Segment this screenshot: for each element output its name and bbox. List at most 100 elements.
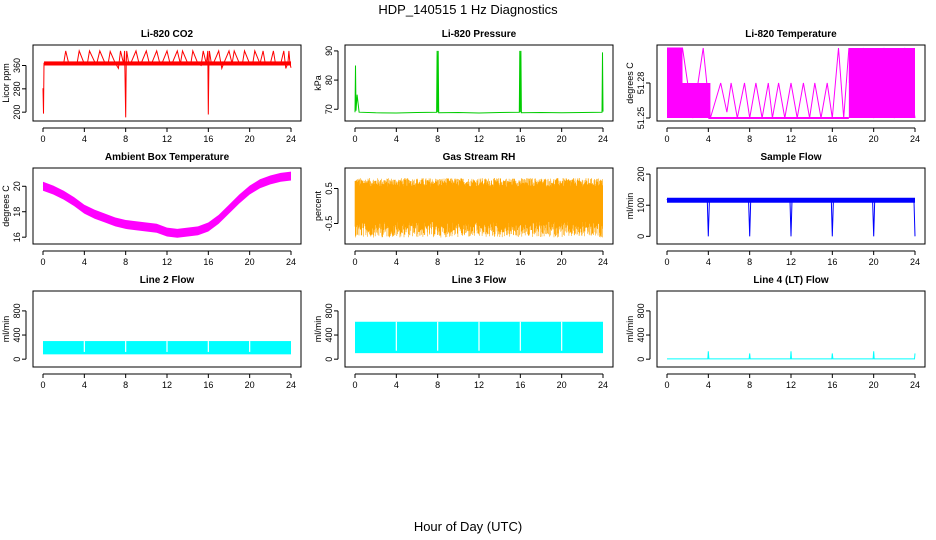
x-tick-label: 12 — [786, 380, 796, 390]
x-tick-label: 8 — [435, 134, 440, 144]
y-tick-label: 70 — [324, 104, 334, 114]
y-tick-label: 360 — [12, 58, 22, 73]
plot-frame — [656, 44, 926, 122]
y-axis-label: ml/min — [1, 316, 11, 343]
x-tick-label: 8 — [435, 380, 440, 390]
x-tick-label: 16 — [827, 380, 837, 390]
y-tick-label: 200 — [636, 167, 646, 182]
series-line — [667, 351, 916, 360]
x-tick-label: 0 — [40, 257, 45, 267]
chart-title: Line 3 Flow — [452, 275, 507, 286]
x-tick-label: 20 — [245, 380, 255, 390]
x-tick-label: 16 — [515, 257, 525, 267]
plot-frame — [32, 167, 302, 245]
plot-frame — [344, 290, 614, 368]
chart-title: Line 2 Flow — [140, 275, 195, 286]
x-tick-label: 4 — [82, 380, 87, 390]
series-noise-spikes — [354, 178, 603, 238]
x-tick-label: 0 — [352, 380, 357, 390]
chart-title: Line 4 (LT) Flow — [753, 275, 829, 286]
y-tick-label: 0 — [636, 357, 646, 362]
x-tick-label: 0 — [664, 380, 669, 390]
x-tick-label: 8 — [123, 134, 128, 144]
x-tick-label: 20 — [557, 257, 567, 267]
x-tick-label: 16 — [515, 134, 525, 144]
x-tick-label: 20 — [557, 134, 567, 144]
y-tick-label: 51.25 — [636, 107, 646, 130]
x-tick-label: 20 — [245, 134, 255, 144]
x-tick-label: 24 — [910, 134, 920, 144]
y-tick-label: -0.5 — [324, 216, 334, 232]
series-dense-region — [667, 48, 683, 118]
x-tick-label: 4 — [82, 257, 87, 267]
chart-panel-3: Li-820 Temperature 0 4 8 12 16 20 24 51.25 51.28d… — [625, 29, 926, 144]
chart-title: Ambient Box Temperature — [105, 152, 230, 163]
series-line — [667, 47, 916, 119]
x-tick-label: 20 — [869, 257, 879, 267]
chart-panel-4: Ambient Box Temperature 0 4 8 12 16 20 24 16 18 20… — [1, 152, 302, 267]
series-band — [44, 61, 292, 66]
y-tick-label: 800 — [12, 303, 22, 318]
x-tick-label: 20 — [869, 380, 879, 390]
y-tick-label: 0 — [636, 234, 646, 239]
figure-title: HDP_140515 1 Hz Diagnostics — [378, 2, 558, 17]
x-tick-label: 24 — [598, 380, 608, 390]
y-axis-label: degrees C — [625, 62, 635, 104]
x-tick-label: 20 — [245, 257, 255, 267]
chart-title: Sample Flow — [760, 152, 821, 163]
plot-frame — [344, 167, 614, 245]
y-tick-label: 80 — [324, 75, 334, 85]
x-tick-label: 12 — [786, 134, 796, 144]
y-axis-label: ml/min — [625, 316, 635, 343]
y-axis-label: ml/min — [625, 193, 635, 220]
x-tick-label: 8 — [747, 134, 752, 144]
x-tick-label: 4 — [394, 134, 399, 144]
figure-xlabel: Hour of Day (UTC) — [414, 519, 522, 534]
x-tick-label: 16 — [203, 134, 213, 144]
chart-panel-2: Li-820 Pressure 0 4 8 12 16 20 24 70 80 90 kPa — [313, 29, 614, 144]
y-tick-label: 200 — [12, 105, 22, 120]
chart-title: Li-820 CO2 — [141, 29, 194, 40]
plot-frame — [32, 290, 302, 368]
y-tick-label: 18 — [12, 207, 22, 217]
y-tick-label: 100 — [636, 198, 646, 213]
y-axis-label: ml/min — [313, 316, 323, 343]
y-tick-label: 400 — [636, 328, 646, 343]
plot-frame — [656, 290, 926, 368]
series-line — [354, 50, 604, 114]
x-tick-label: 4 — [706, 134, 711, 144]
x-tick-label: 8 — [435, 257, 440, 267]
y-tick-label: 800 — [324, 303, 334, 318]
y-axis-label: percent — [313, 190, 323, 221]
series-band — [667, 197, 915, 203]
y-axis-label: Licor ppm — [1, 63, 11, 103]
series-line — [42, 175, 292, 234]
y-tick-label: 90 — [324, 46, 334, 56]
plot-frame — [344, 44, 614, 122]
chart-title: Li-820 Pressure — [442, 29, 517, 40]
x-tick-label: 8 — [123, 380, 128, 390]
x-tick-label: 0 — [664, 257, 669, 267]
x-tick-label: 4 — [82, 134, 87, 144]
x-tick-label: 16 — [827, 134, 837, 144]
y-tick-label: 400 — [324, 328, 334, 343]
chart-panel-6: Sample Flow 0 4 8 12 16 20 24 0 100 200 ml/min — [625, 152, 926, 267]
y-tick-label: 280 — [12, 81, 22, 96]
x-tick-label: 16 — [203, 380, 213, 390]
y-tick-label: 20 — [12, 181, 22, 191]
x-tick-label: 24 — [598, 257, 608, 267]
x-tick-label: 20 — [557, 380, 567, 390]
x-tick-label: 12 — [162, 134, 172, 144]
series-noise-band — [43, 171, 291, 238]
chart-title: Li-820 Temperature — [745, 29, 837, 40]
x-tick-label: 20 — [869, 134, 879, 144]
y-tick-label: 400 — [12, 328, 22, 343]
x-tick-label: 12 — [474, 380, 484, 390]
x-tick-label: 8 — [747, 380, 752, 390]
y-tick-label: 0.5 — [324, 182, 334, 195]
x-tick-label: 12 — [786, 257, 796, 267]
